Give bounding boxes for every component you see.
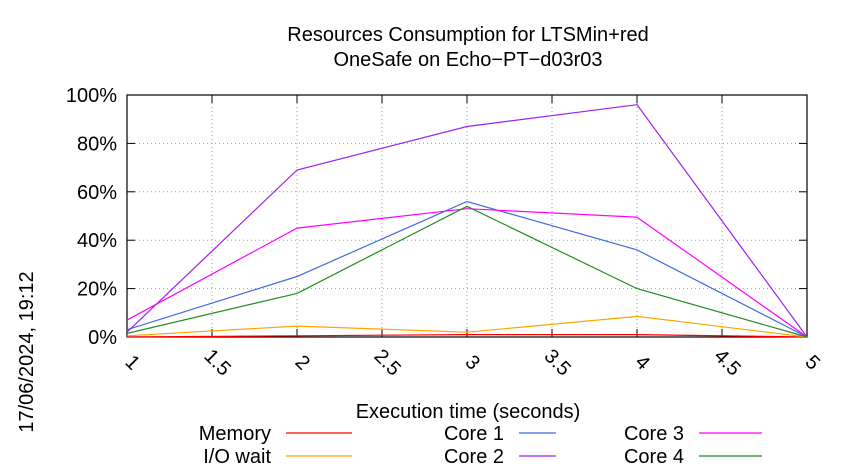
x-tick-label: 3 [461, 351, 484, 374]
series-line-core-2 [126, 104, 808, 338]
legend-label-memory: Memory [199, 423, 271, 445]
legend-label-core-1: Core 1 [444, 423, 504, 445]
timestamp-label: 17/06/2024, 19:12 [16, 271, 38, 432]
series-line-i-o-wait [126, 315, 808, 338]
y-tick-label: 40% [77, 230, 117, 252]
x-tick-label: 5 [801, 351, 824, 374]
legend-label-core-3: Core 3 [624, 423, 684, 445]
chart-title-line-2: OneSafe on Echo−PT−d03r03 [333, 49, 602, 71]
x-tick-label: 3.5 [540, 345, 575, 380]
x-tick-label: 4.5 [710, 345, 745, 380]
series-line-core-4 [126, 205, 808, 338]
y-axis: 0% 20% 40% 60% 80% 100% [66, 85, 807, 349]
x-tick-label: 2 [291, 351, 314, 374]
x-tick-label: 1 [121, 351, 144, 374]
chart-title-line-1: Resources Consumption for LTSMin+red [287, 24, 648, 46]
grid-lines [127, 95, 807, 337]
legend-label-core-4: Core 4 [624, 446, 684, 468]
legend-label-i-o-wait: I/O wait [203, 446, 271, 468]
y-tick-label: 80% [77, 133, 117, 155]
series-lines [126, 104, 808, 338]
y-tick-label: 100% [66, 85, 117, 107]
legend-label-core-2: Core 2 [444, 446, 504, 468]
y-tick-label: 60% [77, 182, 117, 204]
series-line-core-1 [126, 200, 808, 338]
y-tick-label: 0% [88, 327, 117, 349]
x-tick-label: 4 [631, 351, 654, 374]
series-line-memory [126, 334, 808, 338]
x-axis-label: Execution time (seconds) [356, 401, 581, 423]
x-tick-label: 1.5 [200, 345, 235, 380]
y-tick-label: 20% [77, 279, 117, 301]
x-tick-label: 2.5 [370, 345, 405, 380]
series-line-core-3 [126, 208, 808, 338]
